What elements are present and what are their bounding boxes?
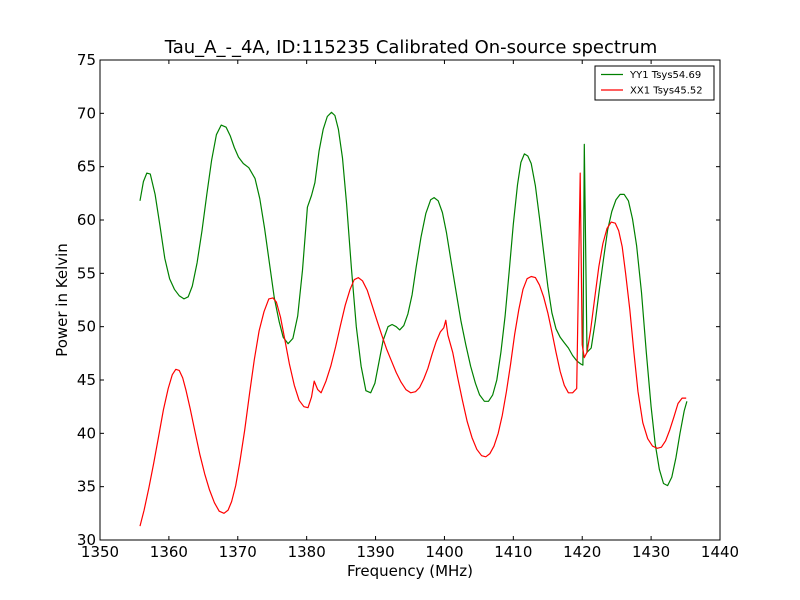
series-line-yy1 [139, 111, 688, 487]
y-tick-label: 75 [77, 51, 96, 69]
x-tick-label: 1360 [150, 543, 188, 561]
plot-series [139, 111, 688, 527]
x-tick-label: 1440 [701, 543, 739, 561]
x-tick-label: 1400 [425, 543, 463, 561]
x-tick-label: 1350 [81, 543, 119, 561]
y-axis-title: Power in Kelvin [53, 243, 71, 357]
legend: YY1 Tsys54.69 XX1 Tsys45.52 [594, 65, 715, 101]
x-tick-label: 1370 [219, 543, 257, 561]
x-tick-label: 1430 [632, 543, 670, 561]
y-tick-label: 70 [77, 104, 96, 122]
legend-box [594, 65, 715, 101]
y-tick-label: 65 [77, 158, 96, 176]
y-tick-label: 55 [77, 264, 96, 282]
x-axis-ticks: 1350 1360 1370 1380 1390 1400 1410 1420 1430 1440 [81, 60, 739, 561]
y-tick-label: 50 [77, 318, 96, 336]
y-tick-label: 60 [77, 211, 96, 229]
y-tick-label: 45 [77, 371, 96, 389]
y-tick-label: 40 [77, 424, 96, 442]
legend-label-xx1: XX1 Tsys45.52 [630, 86, 703, 97]
y-tick-label: 35 [77, 478, 96, 496]
series-line-xx1 [139, 172, 687, 527]
y-axis-ticks: 30 35 40 45 50 55 60 65 70 75 [77, 51, 720, 549]
chart-title: Tau_A_-_4A, ID:115235 Calibrated On-sour… [164, 37, 658, 58]
legend-label-yy1: YY1 Tsys54.69 [629, 70, 701, 81]
plot-frame [99, 59, 721, 541]
y-tick-label: 30 [77, 531, 96, 549]
x-axis-title: Frequency (MHz) [347, 562, 473, 580]
x-tick-label: 1420 [563, 543, 601, 561]
x-tick-label: 1380 [288, 543, 326, 561]
x-tick-label: 1410 [494, 543, 532, 561]
x-tick-label: 1390 [356, 543, 394, 561]
